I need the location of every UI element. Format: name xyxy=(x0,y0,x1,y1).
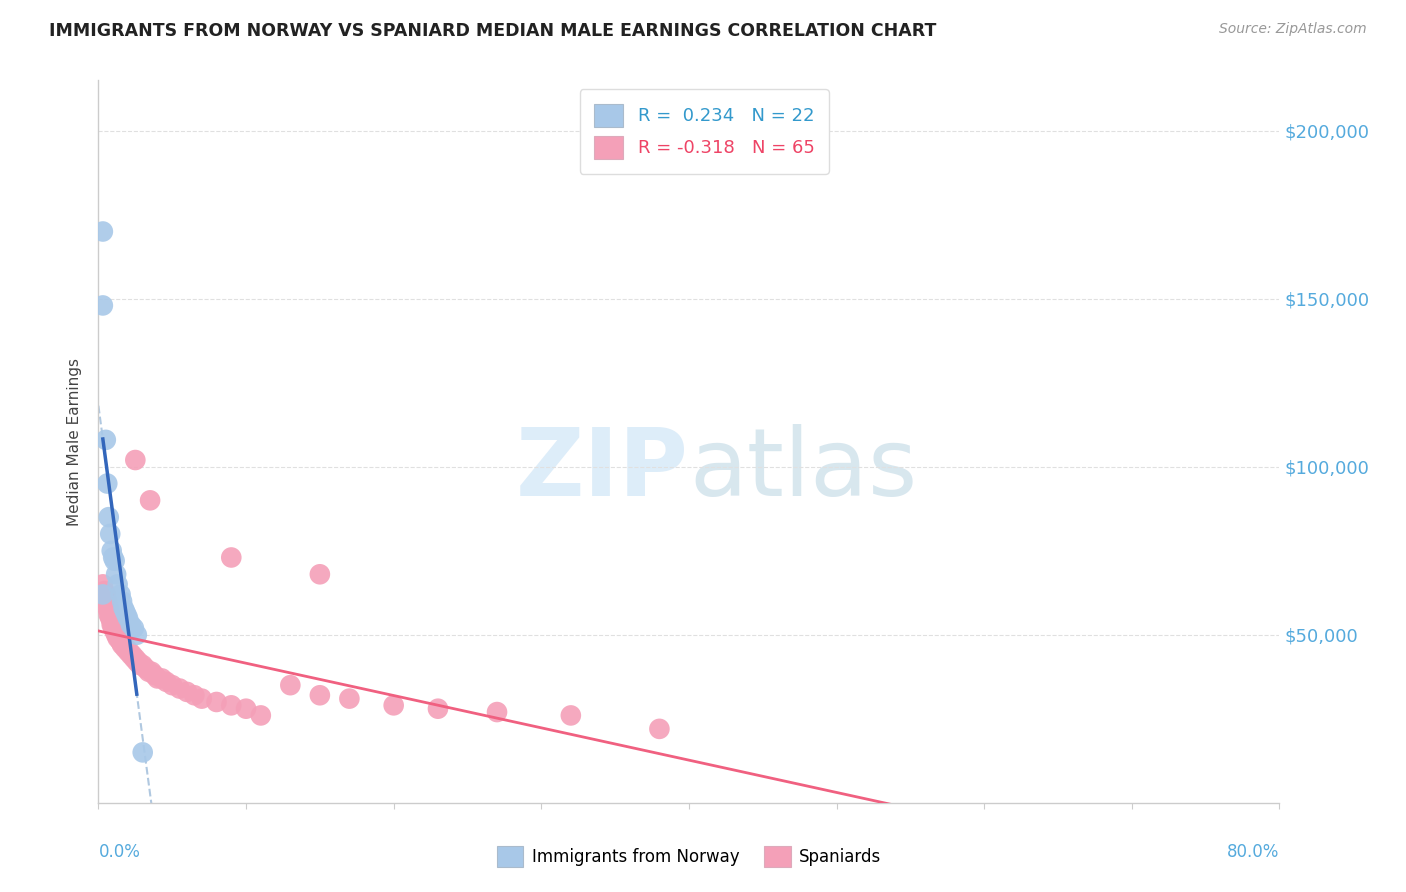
Legend: Immigrants from Norway, Spaniards: Immigrants from Norway, Spaniards xyxy=(489,839,889,874)
Point xyxy=(132,745,155,759)
Point xyxy=(108,631,131,645)
Point xyxy=(100,615,122,629)
Point xyxy=(221,698,243,713)
Point xyxy=(135,661,157,675)
Point xyxy=(117,644,139,658)
Point xyxy=(105,624,128,639)
Point xyxy=(105,628,128,642)
Point xyxy=(143,668,166,682)
Point xyxy=(107,628,129,642)
Point xyxy=(427,702,450,716)
Text: Source: ZipAtlas.com: Source: ZipAtlas.com xyxy=(1219,22,1367,37)
Point xyxy=(103,617,125,632)
Point xyxy=(93,584,115,599)
Point xyxy=(112,600,135,615)
Point xyxy=(309,688,332,702)
Point xyxy=(115,607,138,622)
Point xyxy=(107,631,129,645)
Point xyxy=(91,298,114,312)
Point xyxy=(94,587,117,601)
Point xyxy=(96,594,118,608)
Text: 0.0%: 0.0% xyxy=(98,843,141,861)
Point xyxy=(280,678,302,692)
Point xyxy=(91,577,114,591)
Point xyxy=(125,628,148,642)
Point xyxy=(183,688,205,702)
Point xyxy=(122,651,145,665)
Point xyxy=(100,617,122,632)
Point xyxy=(111,594,134,608)
Point xyxy=(114,604,136,618)
Point xyxy=(191,691,214,706)
Point xyxy=(120,617,142,632)
Point xyxy=(560,708,582,723)
Point xyxy=(110,634,132,648)
Point xyxy=(162,678,183,692)
Point xyxy=(118,644,141,658)
Point xyxy=(98,611,121,625)
Point xyxy=(309,567,332,582)
Point xyxy=(97,600,120,615)
Point xyxy=(103,621,125,635)
Point xyxy=(235,702,257,716)
Point xyxy=(91,587,114,601)
Point xyxy=(120,648,142,662)
Point xyxy=(97,510,120,524)
Point xyxy=(104,554,127,568)
Point xyxy=(339,691,361,706)
Point xyxy=(94,594,117,608)
Point xyxy=(121,648,143,662)
Point xyxy=(117,611,139,625)
Point xyxy=(146,672,169,686)
Point xyxy=(648,722,671,736)
Point xyxy=(110,587,132,601)
Text: IMMIGRANTS FROM NORWAY VS SPANIARD MEDIAN MALE EARNINGS CORRELATION CHART: IMMIGRANTS FROM NORWAY VS SPANIARD MEDIA… xyxy=(49,22,936,40)
Point xyxy=(382,698,405,713)
Point xyxy=(150,672,173,686)
Point xyxy=(104,621,127,635)
Point xyxy=(98,527,121,541)
Point xyxy=(105,567,128,582)
Point xyxy=(94,433,117,447)
Point xyxy=(124,651,146,665)
Text: ZIP: ZIP xyxy=(516,425,689,516)
Point xyxy=(114,641,136,656)
Point xyxy=(125,655,148,669)
Point xyxy=(96,476,118,491)
Text: atlas: atlas xyxy=(689,425,917,516)
Text: 80.0%: 80.0% xyxy=(1227,843,1279,861)
Point xyxy=(91,225,114,239)
Point xyxy=(486,705,509,719)
Point xyxy=(132,658,155,673)
Point xyxy=(96,600,118,615)
Point xyxy=(221,550,243,565)
Point xyxy=(100,543,122,558)
Point xyxy=(110,634,132,648)
Point xyxy=(103,550,125,565)
Point xyxy=(97,607,120,622)
Point xyxy=(115,641,138,656)
Point xyxy=(112,638,135,652)
Point xyxy=(107,577,129,591)
Point xyxy=(122,621,145,635)
Point xyxy=(124,453,146,467)
Point xyxy=(250,708,273,723)
Point xyxy=(155,674,177,689)
Point xyxy=(141,665,163,679)
Point xyxy=(139,493,162,508)
Point xyxy=(98,607,121,622)
Point xyxy=(138,665,160,679)
Point xyxy=(176,685,198,699)
Point xyxy=(205,695,228,709)
Point xyxy=(127,655,149,669)
Y-axis label: Median Male Earnings: Median Male Earnings xyxy=(67,358,83,525)
Point xyxy=(128,658,150,673)
Point xyxy=(111,638,134,652)
Point xyxy=(169,681,191,696)
Point xyxy=(104,624,127,639)
